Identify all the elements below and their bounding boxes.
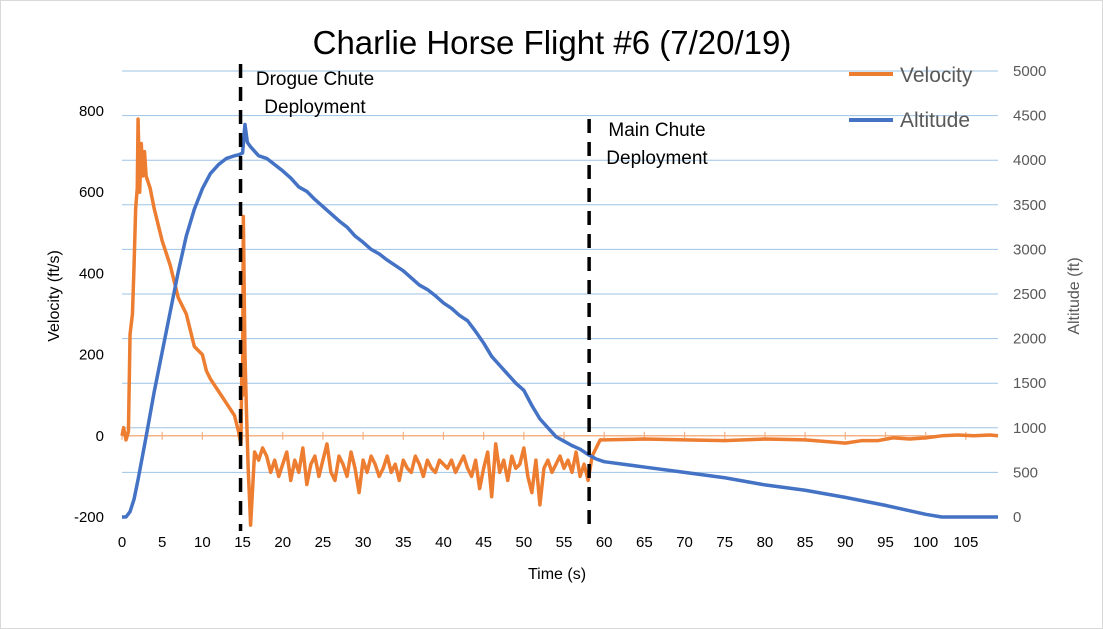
y-tick-800: 800 bbox=[79, 103, 104, 120]
x-tick-70: 70 bbox=[676, 534, 693, 551]
y2-tick-2000: 2000 bbox=[1013, 331, 1046, 348]
x-tick-5: 5 bbox=[158, 534, 166, 551]
series-altitude-line bbox=[122, 122, 998, 519]
legend: Velocity Altitude bbox=[849, 64, 973, 132]
gridlines bbox=[122, 70, 998, 473]
x-tick-45: 45 bbox=[475, 534, 492, 551]
x-tick-60: 60 bbox=[596, 534, 613, 551]
y-tick-0: 0 bbox=[96, 428, 104, 445]
x-tick-35: 35 bbox=[395, 534, 412, 551]
annotation-1-line-1: Deployment bbox=[606, 148, 708, 169]
y2-tick-4000: 4000 bbox=[1013, 152, 1046, 169]
y2-tick-3000: 3000 bbox=[1013, 241, 1046, 258]
y2-tick-500: 500 bbox=[1013, 464, 1038, 481]
series-velocity-line bbox=[120, 117, 999, 527]
annotation-0-line-0: Drogue Chute bbox=[256, 69, 374, 90]
x-tick-65: 65 bbox=[636, 534, 653, 551]
y2-tick-5000: 5000 bbox=[1013, 63, 1046, 80]
x-tick-10: 10 bbox=[194, 534, 211, 551]
y2-tick-1500: 1500 bbox=[1013, 375, 1046, 392]
y2-tick-0: 0 bbox=[1013, 509, 1021, 526]
y2-tick-1000: 1000 bbox=[1013, 420, 1046, 437]
x-tick-55: 55 bbox=[556, 534, 573, 551]
y2-tick-2500: 2500 bbox=[1013, 286, 1046, 303]
chart-title: Charlie Horse Flight #6 (7/20/19) bbox=[313, 24, 792, 61]
x-tick-80: 80 bbox=[757, 534, 774, 551]
x-tick-40: 40 bbox=[435, 534, 452, 551]
annotation-1-line-0: Main Chute bbox=[608, 120, 705, 141]
x-tick-105: 105 bbox=[953, 534, 978, 551]
legend-altitude-label: Altitude bbox=[900, 109, 970, 132]
legend-velocity-label: Velocity bbox=[900, 64, 973, 87]
series-layer bbox=[120, 117, 999, 527]
x-tick-100: 100 bbox=[913, 534, 938, 551]
x-tick-0: 0 bbox=[118, 534, 126, 551]
axes-layer: 0 5 10 15 20 25 30 35 40 45 50 55 60 65 70 75 80 85 90 95 10… bbox=[74, 63, 1046, 551]
y2-tick-3500: 3500 bbox=[1013, 197, 1046, 214]
annotation-0-line-1: Deployment bbox=[264, 97, 366, 118]
x-tick-20: 20 bbox=[274, 534, 291, 551]
x-tick-95: 95 bbox=[877, 534, 894, 551]
x-tick-90: 90 bbox=[837, 534, 854, 551]
y-tick-200: 200 bbox=[79, 347, 104, 364]
annotation-layer: Drogue Chute Deployment Main Chute Deployme… bbox=[238, 64, 708, 531]
y-tick--200: -200 bbox=[74, 509, 104, 526]
y-axis-title: Velocity (ft/s) bbox=[46, 250, 63, 342]
x-tick-85: 85 bbox=[797, 534, 814, 551]
x-tick-30: 30 bbox=[355, 534, 372, 551]
x-tick-50: 50 bbox=[515, 534, 532, 551]
x-tick-75: 75 bbox=[716, 534, 733, 551]
x-axis-title: Time (s) bbox=[528, 566, 586, 583]
y2-axis-title: Altitude (ft) bbox=[1066, 257, 1083, 334]
y-tick-600: 600 bbox=[79, 184, 104, 201]
y2-tick-4500: 4500 bbox=[1013, 108, 1046, 125]
x-tick-15: 15 bbox=[234, 534, 251, 551]
y-tick-400: 400 bbox=[79, 265, 104, 282]
x-tick-25: 25 bbox=[315, 534, 332, 551]
